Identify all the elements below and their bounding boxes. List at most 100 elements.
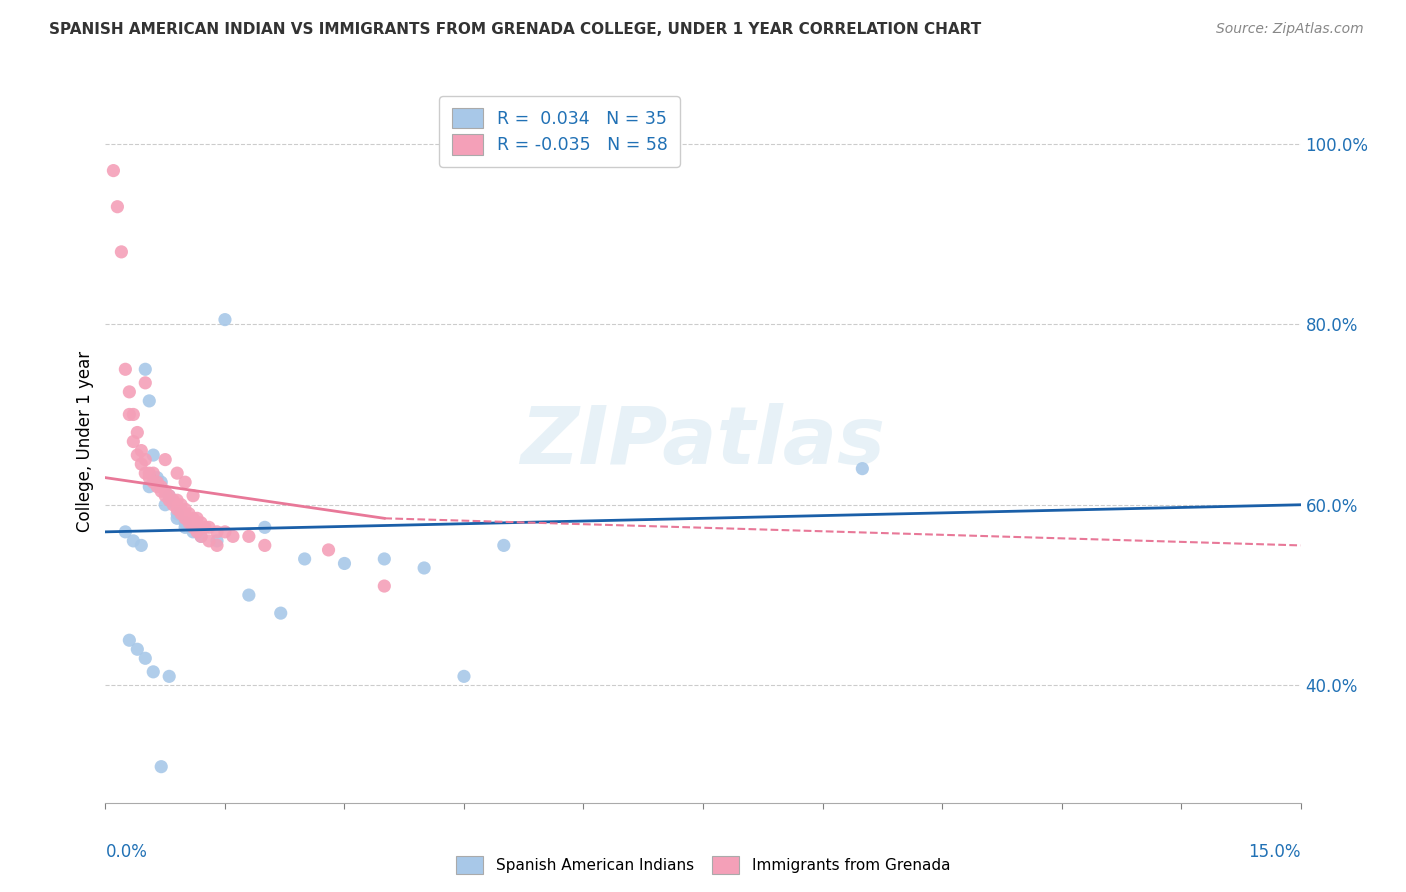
Point	[174, 475, 197, 490]
Point	[190, 529, 212, 543]
Legend: Spanish American Indians, Immigrants from Grenada: Spanish American Indians, Immigrants fro…	[450, 850, 956, 880]
Point	[205, 538, 228, 552]
Point	[373, 552, 395, 566]
Point	[166, 511, 188, 525]
Point	[373, 579, 395, 593]
Point	[166, 507, 188, 521]
Point	[186, 524, 208, 539]
Point	[157, 489, 180, 503]
Point	[146, 475, 169, 490]
Point	[238, 588, 260, 602]
Point	[134, 362, 156, 376]
Point	[253, 520, 276, 534]
Point	[153, 498, 177, 512]
Point	[127, 425, 149, 440]
Point	[413, 561, 436, 575]
Point	[146, 471, 169, 485]
Point	[166, 502, 188, 516]
Point	[214, 524, 236, 539]
Point	[142, 665, 165, 679]
Point	[150, 484, 173, 499]
Point	[142, 448, 165, 462]
Y-axis label: College, Under 1 year: College, Under 1 year	[76, 351, 94, 533]
Point	[153, 452, 177, 467]
Point	[166, 466, 188, 480]
Point	[198, 533, 221, 548]
Point	[150, 760, 173, 774]
Point	[166, 493, 188, 508]
Point	[150, 480, 173, 494]
Point	[194, 520, 217, 534]
Point	[134, 376, 156, 390]
Point	[138, 466, 160, 480]
Point	[294, 552, 316, 566]
Point	[174, 516, 197, 530]
Legend: R =  0.034   N = 35, R = -0.035   N = 58: R = 0.034 N = 35, R = -0.035 N = 58	[440, 96, 679, 167]
Point	[118, 384, 141, 399]
Text: 0.0%: 0.0%	[105, 843, 148, 861]
Point	[198, 520, 221, 534]
Point	[134, 466, 156, 480]
Point	[174, 502, 197, 516]
Point	[181, 511, 204, 525]
Point	[214, 312, 236, 326]
Point	[142, 475, 165, 490]
Text: Source: ZipAtlas.com: Source: ZipAtlas.com	[1216, 22, 1364, 37]
Point	[118, 408, 141, 422]
Point	[181, 524, 204, 539]
Point	[134, 452, 156, 467]
Point	[492, 538, 515, 552]
Point	[107, 200, 129, 214]
Point	[127, 642, 149, 657]
Point	[153, 489, 177, 503]
Point	[134, 651, 156, 665]
Point	[157, 493, 180, 508]
Point	[127, 448, 149, 462]
Point	[851, 461, 873, 475]
Text: 15.0%: 15.0%	[1249, 843, 1301, 861]
Point	[222, 529, 245, 543]
Point	[157, 489, 180, 503]
Point	[238, 529, 260, 543]
Point	[186, 511, 208, 525]
Point	[122, 533, 145, 548]
Point	[174, 511, 197, 525]
Text: SPANISH AMERICAN INDIAN VS IMMIGRANTS FROM GRENADA COLLEGE, UNDER 1 YEAR CORRELA: SPANISH AMERICAN INDIAN VS IMMIGRANTS FR…	[49, 22, 981, 37]
Point	[138, 393, 160, 408]
Point	[114, 362, 136, 376]
Point	[205, 533, 228, 548]
Point	[162, 493, 184, 508]
Point	[122, 434, 145, 449]
Point	[170, 507, 193, 521]
Text: ZIPatlas: ZIPatlas	[520, 402, 886, 481]
Point	[174, 520, 197, 534]
Point	[150, 475, 173, 490]
Point	[205, 524, 228, 539]
Point	[177, 516, 201, 530]
Point	[129, 457, 153, 471]
Point	[170, 498, 193, 512]
Point	[122, 408, 145, 422]
Point	[253, 538, 276, 552]
Point	[103, 163, 125, 178]
Point	[177, 507, 201, 521]
Point	[333, 557, 356, 571]
Point	[181, 489, 204, 503]
Point	[110, 244, 132, 259]
Point	[453, 669, 475, 683]
Point	[129, 443, 153, 458]
Point	[129, 538, 153, 552]
Point	[118, 633, 141, 648]
Point	[190, 516, 212, 530]
Point	[270, 606, 292, 620]
Point	[318, 542, 340, 557]
Point	[162, 498, 184, 512]
Point	[146, 480, 169, 494]
Point	[181, 520, 204, 534]
Point	[142, 466, 165, 480]
Point	[114, 524, 136, 539]
Point	[153, 484, 177, 499]
Point	[138, 471, 160, 485]
Point	[138, 480, 160, 494]
Point	[190, 529, 212, 543]
